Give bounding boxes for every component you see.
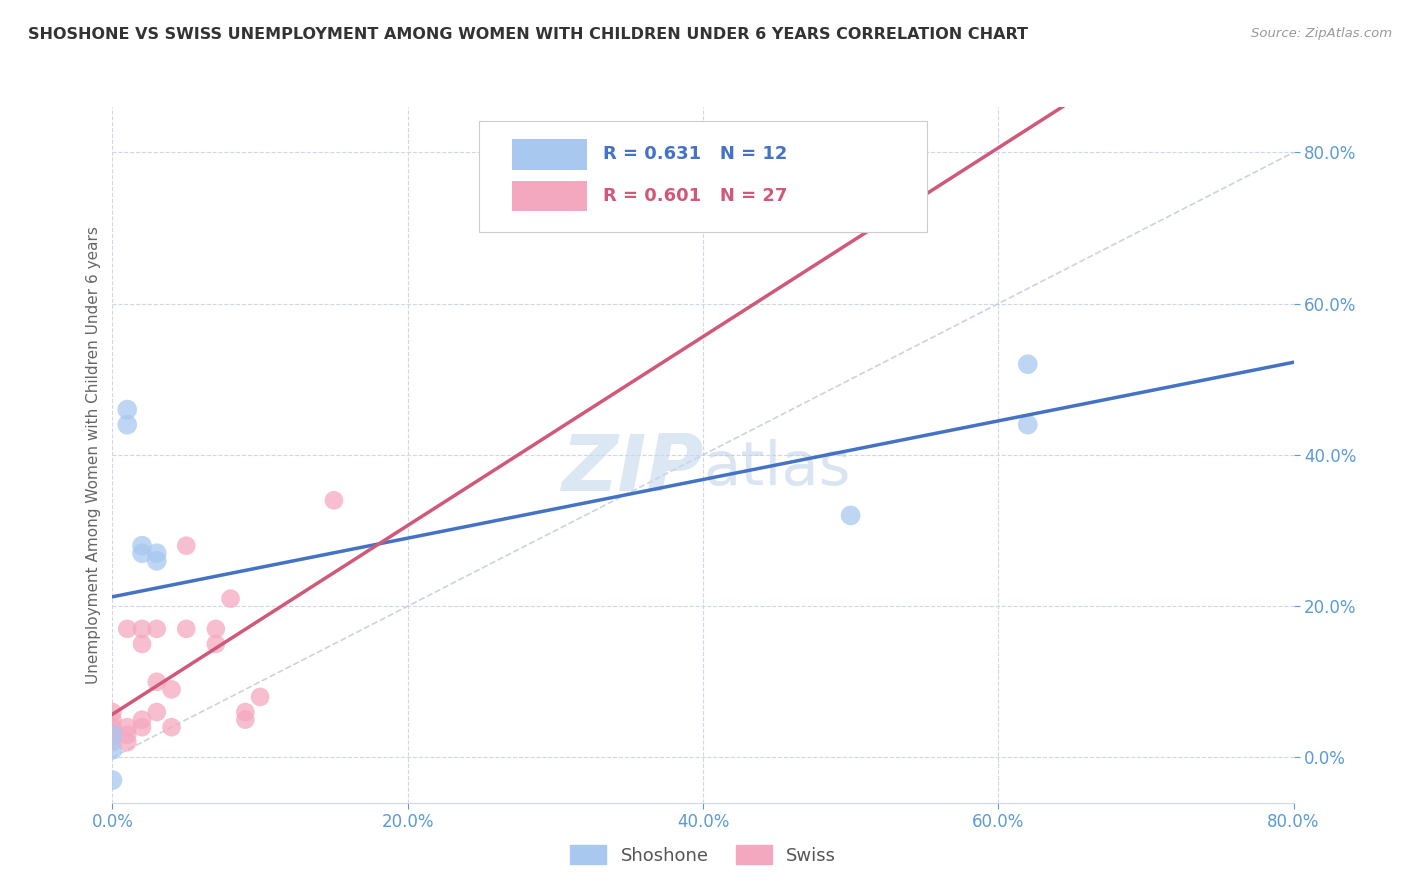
Point (146, 554, 169, 568)
Point (117, 720, 138, 734)
Text: Source: ZipAtlas.com: Source: ZipAtlas.com (1251, 27, 1392, 40)
Text: SHOSHONE VS SWISS UNEMPLOYMENT AMONG WOMEN WITH CHILDREN UNDER 6 YEARS CORRELATI: SHOSHONE VS SWISS UNEMPLOYMENT AMONG WOM… (28, 27, 1028, 42)
Point (101, 720, 124, 734)
Point (101, 743, 124, 757)
Point (323, 493, 346, 508)
FancyBboxPatch shape (512, 181, 588, 211)
Point (233, 705, 256, 719)
Point (205, 622, 228, 636)
Point (117, 735, 138, 749)
Point (131, 539, 153, 553)
Point (160, 682, 183, 697)
Point (131, 546, 153, 560)
Point (101, 705, 124, 719)
Point (131, 720, 153, 734)
Point (249, 690, 271, 704)
Point (146, 622, 169, 636)
Text: atlas: atlas (703, 440, 851, 499)
Point (146, 705, 169, 719)
Text: R = 0.631   N = 12: R = 0.631 N = 12 (603, 145, 787, 163)
Point (146, 674, 169, 689)
Point (131, 622, 153, 636)
Point (101, 728, 124, 742)
Point (160, 720, 183, 734)
Y-axis label: Unemployment Among Women with Children Under 6 years: Unemployment Among Women with Children U… (86, 226, 101, 684)
Legend: Shoshone, Swiss: Shoshone, Swiss (561, 837, 845, 874)
Point (101, 728, 124, 742)
Point (839, 508, 862, 523)
Point (131, 713, 153, 727)
Text: ZIP: ZIP (561, 431, 703, 507)
Point (219, 591, 242, 606)
Point (117, 417, 138, 432)
Point (117, 402, 138, 417)
Text: R = 0.601   N = 27: R = 0.601 N = 27 (603, 187, 787, 205)
Point (101, 773, 124, 788)
Point (205, 637, 228, 651)
Point (233, 713, 256, 727)
FancyBboxPatch shape (512, 139, 588, 169)
Point (117, 728, 138, 742)
Point (131, 637, 153, 651)
Point (117, 622, 138, 636)
Point (174, 622, 197, 636)
Point (1017, 357, 1039, 371)
Point (101, 713, 124, 727)
Point (146, 546, 169, 560)
Point (101, 735, 124, 749)
FancyBboxPatch shape (478, 121, 928, 232)
Point (1017, 417, 1039, 432)
Point (174, 539, 197, 553)
